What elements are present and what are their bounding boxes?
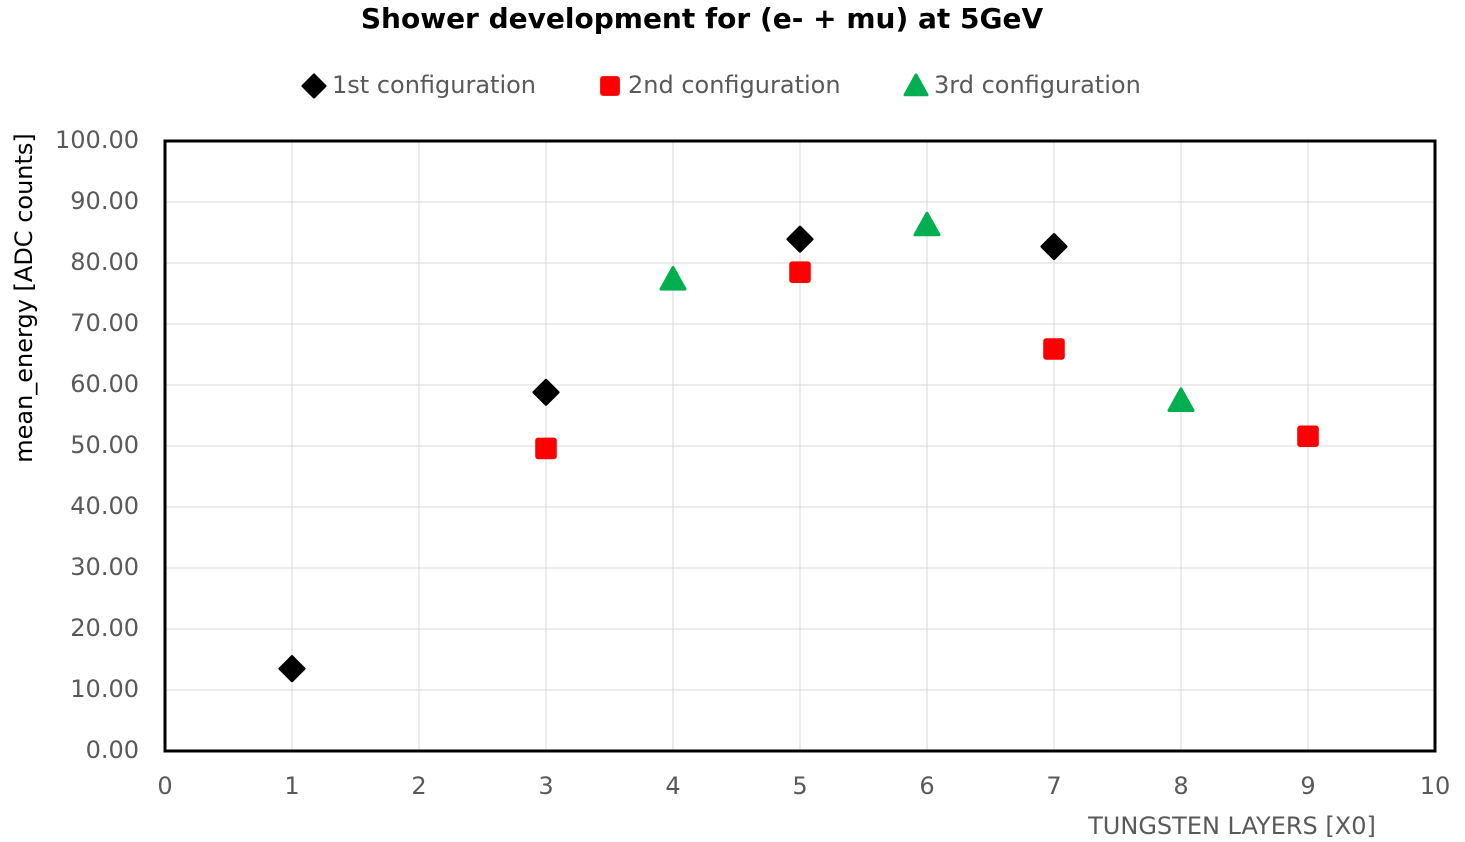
y-tick-label: 10.00 (70, 675, 139, 703)
x-tick-label: 3 (538, 772, 553, 800)
point (535, 437, 557, 460)
legend-label: 2nd configuration (628, 71, 841, 99)
x-tick-label: 5 (792, 772, 807, 800)
point (1297, 425, 1319, 448)
y-tick-label: 30.00 (70, 553, 139, 581)
x-tick-label: 6 (919, 772, 934, 800)
point (913, 211, 941, 237)
y-tick-label: 0.00 (86, 736, 139, 764)
point (1040, 233, 1068, 261)
legend-marker (903, 73, 929, 97)
point (532, 378, 560, 406)
legend-label: 3rd configuration (934, 71, 1141, 99)
legend-marker (600, 76, 620, 96)
point (278, 655, 306, 683)
x-tick-label: 10 (1420, 772, 1451, 800)
x-tick-label: 2 (411, 772, 426, 800)
plot-border (163, 139, 1437, 753)
y-tick-label: 50.00 (70, 431, 139, 459)
chart-title: Shower development for (e- + mu) at 5GeV (361, 2, 1044, 35)
point (659, 265, 687, 291)
legend-label: 1st configuration (332, 71, 536, 99)
x-tick-label: 1 (284, 772, 299, 800)
point (789, 261, 811, 283)
y-tick-label: 20.00 (70, 614, 139, 642)
y-tick-label: 80.00 (70, 248, 139, 276)
point (1043, 338, 1065, 360)
x-tick-label: 9 (1300, 772, 1315, 800)
x-tick-label: 0 (157, 772, 172, 800)
y-tick-label: 40.00 (70, 492, 139, 520)
point (1167, 387, 1195, 412)
x-axis-label: TUNGSTEN LAYERS [X0] (1087, 812, 1376, 840)
legend-marker (301, 73, 327, 99)
y-axis-label: mean_energy [ADC counts] (10, 133, 38, 463)
y-tick-label: 60.00 (70, 370, 139, 398)
x-tick-label: 8 (1173, 772, 1188, 800)
y-tick-label: 100.00 (55, 126, 139, 154)
x-tick-label: 4 (665, 772, 680, 800)
y-tick-label: 70.00 (70, 309, 139, 337)
y-tick-label: 90.00 (70, 187, 139, 215)
point (786, 225, 814, 253)
x-tick-label: 7 (1046, 772, 1061, 800)
